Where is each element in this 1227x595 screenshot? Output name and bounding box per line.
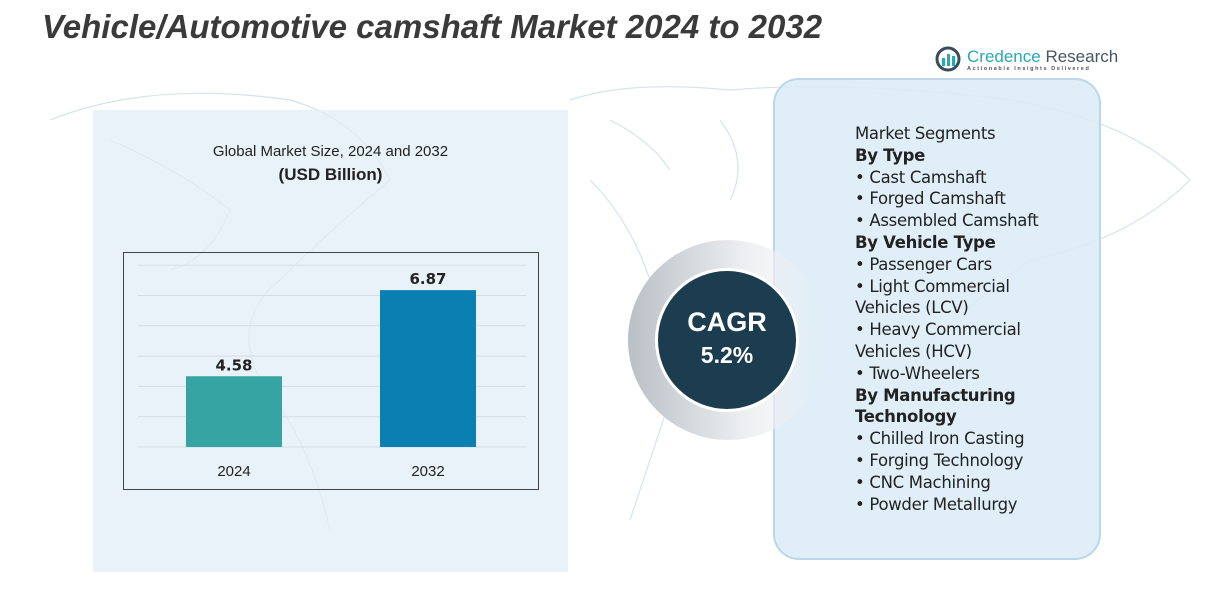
logo-name-part1: Credence: [967, 47, 1041, 66]
market-segments-list: Market Segments By Type • Cast Camshaft • …: [855, 123, 1039, 515]
logo: Credence Research Actionable Insights De…: [935, 46, 1118, 74]
cagr-badge: CAGR 5.2%: [655, 268, 799, 412]
logo-tagline: Actionable Insights Delivered: [967, 66, 1091, 72]
segment-category: By Type: [855, 145, 926, 165]
page-title: Vehicle/Automotive camshaft Market 2024 …: [42, 8, 823, 45]
bar-2032: [380, 290, 476, 447]
logo-icon: [935, 46, 961, 72]
segment-item: • Light Commercial: [855, 276, 1010, 296]
chart-panel: [93, 110, 568, 572]
segment-item: • Assembled Camshaft: [855, 211, 1039, 231]
segment-item: • Chilled Iron Casting: [855, 429, 1025, 449]
segment-item: • CNC Machining: [855, 472, 991, 492]
segment-item: Vehicles (HCV): [855, 341, 972, 361]
segments-panel: [773, 78, 1101, 560]
bar-chart: 4.58 2024 6.87 2032: [138, 264, 526, 480]
segment-item: • Heavy Commercial: [855, 320, 1021, 340]
x-tick-label: 2024: [217, 463, 250, 480]
chart-title: Global Market Size, 2024 and 2032: [212, 143, 449, 160]
data-label: 4.58: [215, 356, 252, 374]
segment-item: • Powder Metallurgy: [855, 494, 1018, 514]
logo-name-part2: Research: [1040, 47, 1119, 66]
chart-unit: (USD Billion): [278, 165, 383, 184]
cagr-label: CAGR: [687, 307, 767, 337]
data-label: 6.87: [409, 270, 446, 288]
segment-item: Vehicles (LCV): [855, 298, 969, 318]
segment-item: • Forged Camshaft: [855, 189, 1006, 209]
cagr-value: 5.2%: [700, 342, 754, 368]
segment-item: • Passenger Cars: [855, 254, 992, 274]
segment-item: • Two-Wheelers: [855, 363, 980, 383]
segment-item: • Cast Camshaft: [855, 167, 987, 187]
logo-name: Credence Research: [967, 48, 1118, 66]
chart-frame: 4.58 2024 6.87 2032: [123, 252, 539, 490]
x-tick-label: 2032: [411, 463, 444, 480]
segment-category: Technology: [855, 407, 957, 427]
segment-category: By Manufacturing: [855, 385, 1016, 405]
segments-heading: Market Segments: [855, 124, 996, 143]
segment-item: • Forging Technology: [855, 450, 1024, 470]
segment-category: By Vehicle Type: [855, 232, 996, 252]
bar-2024: [186, 376, 282, 447]
